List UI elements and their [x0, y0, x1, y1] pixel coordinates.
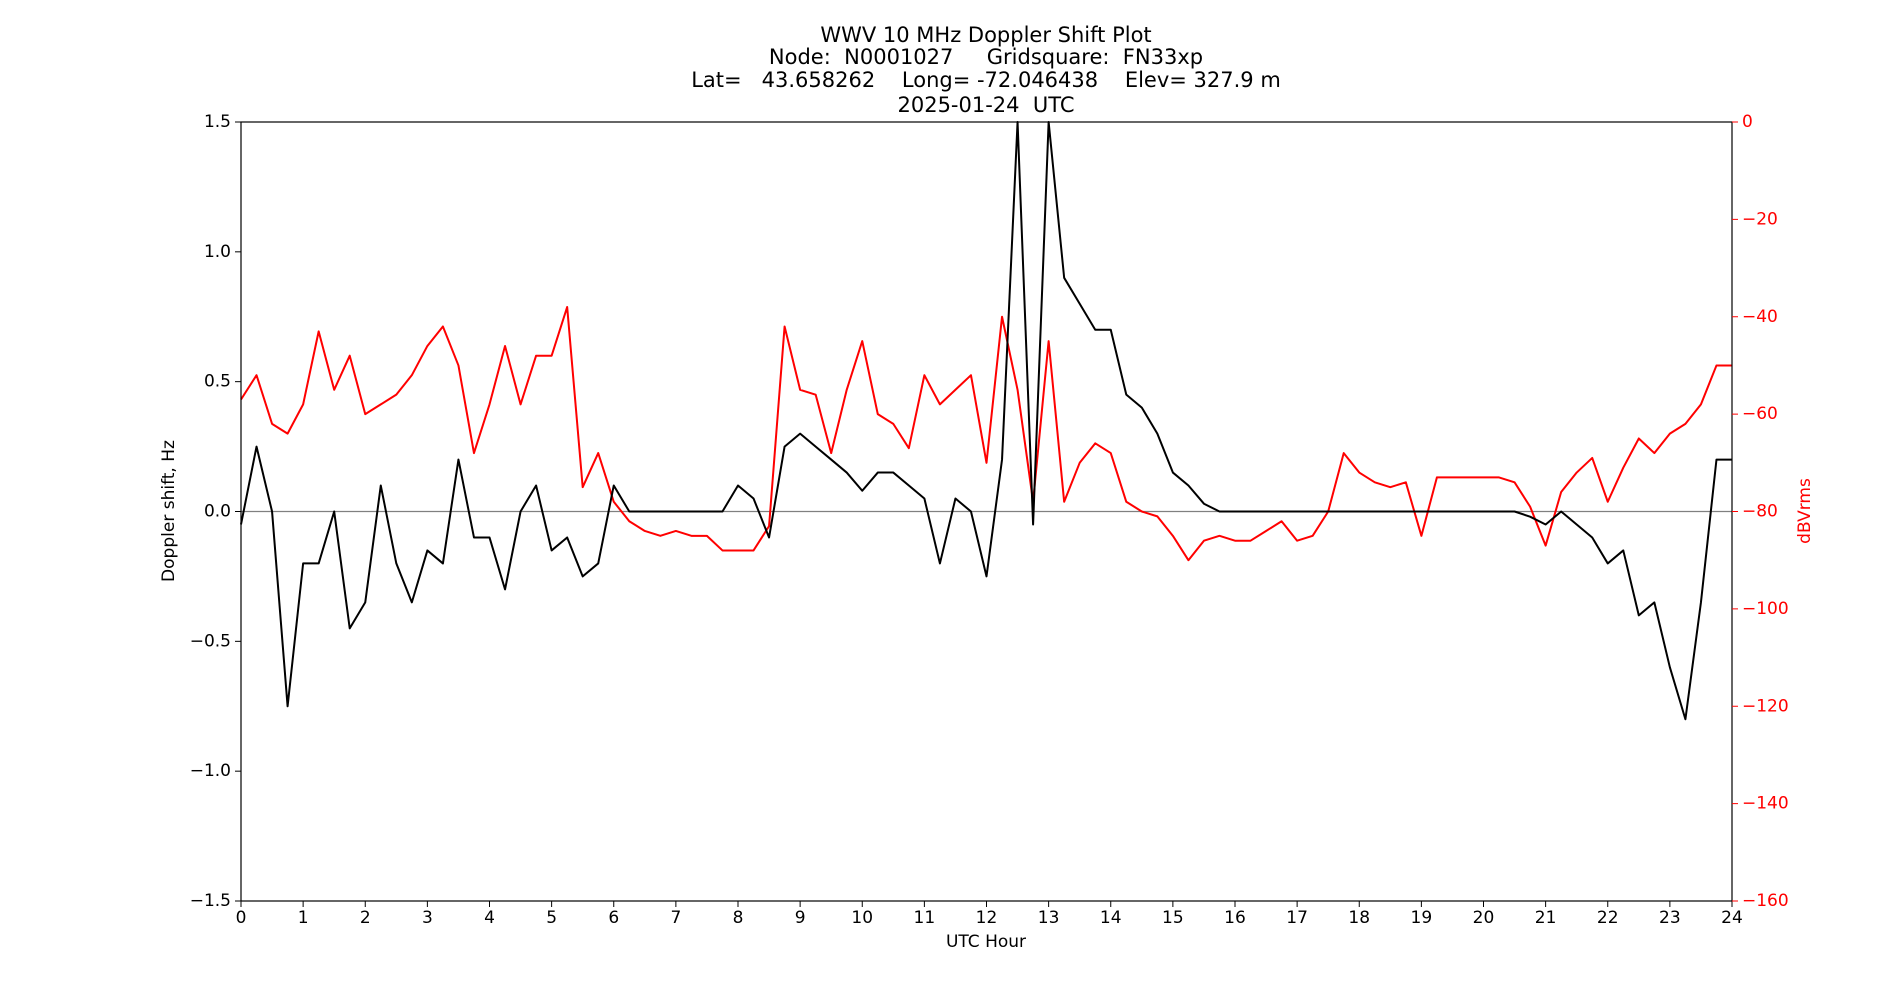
y-tick-label: −1.5	[190, 891, 231, 911]
y2-tick-label: −60	[1742, 404, 1778, 424]
x-tick-label: 8	[733, 908, 744, 928]
y2-tick-label: −80	[1742, 502, 1778, 522]
x-tick-label: 15	[1162, 908, 1184, 928]
x-tick-label: 14	[1100, 908, 1122, 928]
y-axis-label: Doppler shift, Hz	[159, 440, 179, 582]
y2-axis-label: dBVrms	[1795, 478, 1815, 544]
y-tick-label: 1.5	[204, 112, 231, 132]
x-tick-label: 11	[914, 908, 936, 928]
x-tick-label: 18	[1348, 908, 1370, 928]
x-tick-label: 10	[851, 908, 873, 928]
x-tick-label: 12	[976, 908, 998, 928]
y-tick-label: −0.5	[190, 631, 231, 651]
y-tick-label: 1.0	[204, 242, 231, 262]
y-tick-label: −1.0	[190, 761, 231, 781]
x-tick-label: 24	[1721, 908, 1743, 928]
y2-tick-label: −40	[1742, 307, 1778, 327]
x-tick-label: 21	[1535, 908, 1557, 928]
x-tick-label: 7	[670, 908, 681, 928]
x-tick-label: 3	[422, 908, 433, 928]
x-axis-label: UTC Hour	[946, 932, 1026, 952]
x-tick-label: 6	[608, 908, 619, 928]
series-line	[240, 121, 1732, 721]
y2-tick-label: −120	[1742, 696, 1789, 716]
y-tick-label: 0.0	[204, 502, 231, 522]
chart-subtitle: Lat= 43.658262 Long= -72.046438 Elev= 32…	[691, 68, 1281, 92]
chart-subtitle: 2025-01-24 UTC	[897, 93, 1074, 117]
x-tick-label: 17	[1286, 908, 1308, 928]
x-tick-label: 16	[1224, 908, 1246, 928]
series-line	[240, 306, 1732, 562]
x-tick-label: 13	[1038, 908, 1060, 928]
x-tick-label: 1	[298, 908, 309, 928]
y2-tick-label: 0	[1742, 112, 1753, 132]
y2-tick-label: −160	[1742, 891, 1789, 911]
x-tick-label: 5	[546, 908, 557, 928]
x-tick-label: 22	[1597, 908, 1619, 928]
y2-tick-label: −100	[1742, 599, 1789, 619]
x-tick-label: 0	[236, 908, 247, 928]
y2-tick-label: −140	[1742, 794, 1789, 814]
x-tick-label: 2	[360, 908, 371, 928]
x-tick-label: 19	[1411, 908, 1433, 928]
x-tick-label: 9	[795, 908, 806, 928]
chart-title: WWV 10 MHz Doppler Shift Plot	[820, 23, 1151, 47]
chart-subtitle: Node: N0001027 Gridsquare: FN33xp	[769, 45, 1203, 69]
x-tick-label: 4	[484, 908, 495, 928]
y-tick-label: 0.5	[204, 372, 231, 392]
x-tick-label: 23	[1659, 908, 1681, 928]
x-tick-label: 20	[1473, 908, 1495, 928]
y2-tick-label: −20	[1742, 209, 1778, 229]
